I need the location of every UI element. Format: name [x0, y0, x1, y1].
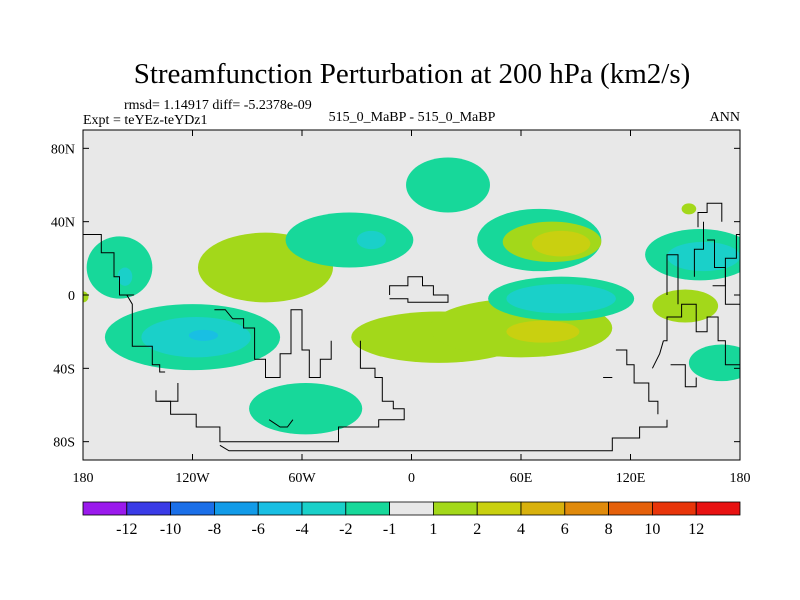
contour-region-6 — [285, 212, 414, 268]
y-tick-label: 80S — [53, 436, 75, 451]
contour-region-10 — [506, 320, 580, 343]
coastline-layer — [83, 202, 740, 452]
experiment-label: Expt = teYEz-teYDz1 — [83, 113, 208, 128]
coastline-8 — [615, 349, 659, 415]
y-tick-label: 0 — [68, 289, 75, 304]
period-label: ANN — [710, 110, 740, 125]
x-tick-label: 180 — [730, 471, 751, 486]
x-axis: 180 120W 60W 0 60E 120E 180 — [73, 130, 751, 486]
contour-region-1 — [117, 267, 133, 286]
stats-label: rmsd= 1.14917 diff= -5.2378e-09 — [124, 98, 312, 113]
colorbar-swatch — [170, 501, 215, 516]
colorbar-swatch — [389, 501, 434, 516]
colorbar-swatch — [126, 501, 172, 516]
colorbar-level-label: -2 — [339, 521, 352, 538]
coastline-7 — [389, 276, 449, 303]
colorbar-level-label: 12 — [688, 521, 704, 538]
contour-region-18 — [667, 241, 740, 272]
colorbar-swatch — [257, 501, 303, 516]
colorbar-swatch — [608, 501, 653, 516]
coastline-6 — [219, 419, 668, 452]
contour-region-7 — [356, 230, 386, 250]
contour-fill-layer — [83, 157, 740, 435]
x-tick-label: 0 — [408, 471, 415, 486]
y-tick-label: 40N — [51, 216, 75, 231]
coastline-4 — [159, 340, 405, 443]
colorbar-swatch — [520, 501, 566, 516]
contour-region-23 — [83, 291, 89, 303]
colorbar-swatch — [652, 501, 697, 516]
coastline-17 — [712, 234, 740, 287]
colorbar-swatch — [345, 501, 390, 516]
colorbar-level-label: 1 — [429, 521, 437, 538]
contour-region-16 — [506, 284, 616, 314]
colorbar-swatch — [695, 501, 741, 516]
coastline-15 — [707, 239, 740, 305]
contour-region-21 — [681, 203, 697, 215]
coastline-14 — [693, 221, 704, 277]
colorbar-level-label: -1 — [383, 521, 396, 538]
colorbar-level-label: -6 — [252, 521, 265, 538]
coastline-0 — [83, 234, 135, 296]
coastline-5 — [268, 419, 294, 428]
colorbar-level-label: 10 — [644, 521, 660, 538]
colorbar-swatch — [432, 501, 478, 516]
x-tick-label: 120E — [616, 471, 646, 486]
colorbar-level-label: 2 — [473, 521, 481, 538]
coastline-1 — [126, 294, 166, 373]
coastline-10 — [663, 303, 740, 366]
y-tick-label: 40S — [53, 362, 75, 377]
colorbar-level-label: -10 — [160, 521, 181, 538]
chart-title: Streamfunction Perturbation at 200 hPa (… — [134, 58, 691, 90]
map-panel: 180 120W 60W 0 60E 120E 180 80N 40N 0 40S 80S — [51, 129, 751, 486]
colorbar-level-label: -8 — [208, 521, 221, 538]
coastline-11 — [651, 340, 664, 369]
x-tick-label: 120W — [175, 471, 210, 486]
contour-region-22 — [249, 383, 363, 435]
contour-region-4 — [188, 329, 219, 341]
colorbar-level-label: -12 — [116, 521, 137, 538]
y-tick-label: 80N — [51, 142, 75, 157]
colorbar-swatch — [213, 501, 259, 516]
contour-region-11 — [406, 157, 490, 213]
colorbar-level-label: 6 — [561, 521, 569, 538]
x-tick-label: 60E — [510, 471, 533, 486]
coastline-3 — [214, 309, 332, 378]
colorbar-swatch — [564, 501, 609, 516]
x-tick-label: 180 — [73, 471, 94, 486]
y-axis: 80N 40N 0 40S 80S — [51, 142, 740, 451]
contour-region-19 — [688, 344, 740, 382]
colorbar-swatch — [82, 501, 128, 516]
case-label: 515_0_MaBP - 515_0_MaBP — [329, 110, 496, 125]
colorbar-swatch — [301, 501, 347, 516]
colorbar-level-label: 4 — [517, 521, 525, 538]
coastline-13 — [666, 254, 679, 305]
colorbar-swatch — [476, 501, 522, 516]
contour-region-14 — [531, 230, 591, 257]
coastline-12 — [670, 364, 697, 388]
contour-region-0 — [86, 236, 153, 299]
colorbar-level-label: 8 — [605, 521, 613, 538]
coastline-16 — [697, 202, 723, 228]
x-tick-label: 60W — [288, 471, 316, 486]
colorbar: -12 -10 -8 -6 -4 -2 -1 1 2 4 6 8 10 12 — [82, 501, 741, 538]
contour-region-20 — [652, 289, 719, 323]
colorbar-level-label: -4 — [295, 521, 308, 538]
